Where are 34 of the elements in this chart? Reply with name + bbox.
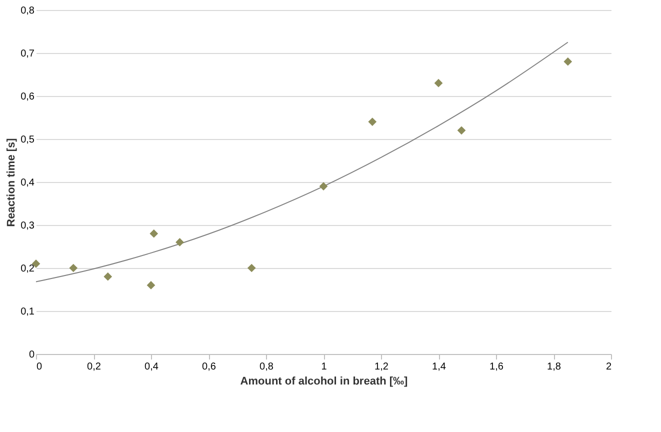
y-tick-label: 0,1: [20, 306, 35, 318]
point: [150, 229, 158, 238]
point: [434, 78, 443, 88]
x-tick-label: 1: [321, 362, 328, 372]
x-tick-label: 1,6: [490, 362, 504, 372]
x-axis-title: Amount of alcohol in breath [‰]: [240, 376, 408, 388]
point: [104, 272, 112, 281]
x-tick-label: 1,8: [547, 362, 562, 372]
y-tick-label: 0,5: [20, 134, 35, 146]
x-tick-label: 0,4: [144, 362, 159, 372]
point: [319, 182, 328, 190]
y-axis-title: Reaction time [s]: [6, 138, 18, 227]
y-tick-label: 0: [28, 350, 35, 360]
point: [247, 264, 256, 272]
x-tick-label: 0,2: [87, 362, 102, 372]
point: [146, 281, 156, 290]
y-tick-label: 0,4: [20, 178, 35, 188]
y-tick-label: 0,8: [20, 6, 35, 16]
x-tick-label: 1,2: [374, 362, 389, 372]
point: [69, 264, 78, 272]
x-tick-label: 0,6: [202, 362, 216, 372]
y-tick-label: 0,2: [20, 264, 35, 274]
point: [457, 126, 466, 135]
point: [176, 238, 184, 246]
point: [368, 118, 377, 126]
line-series: [36, 42, 568, 282]
x-tick-label: 1,4: [432, 362, 446, 372]
y-tick-label: 0,7: [20, 48, 35, 60]
point: [564, 57, 572, 66]
x-tick-label: 0: [36, 362, 42, 372]
y-tick-label: 0,3: [20, 220, 35, 232]
y-tick-label: 0,6: [20, 92, 35, 102]
x-tick-label: 2: [606, 362, 612, 372]
x-tick-label: 0,8: [260, 362, 274, 372]
